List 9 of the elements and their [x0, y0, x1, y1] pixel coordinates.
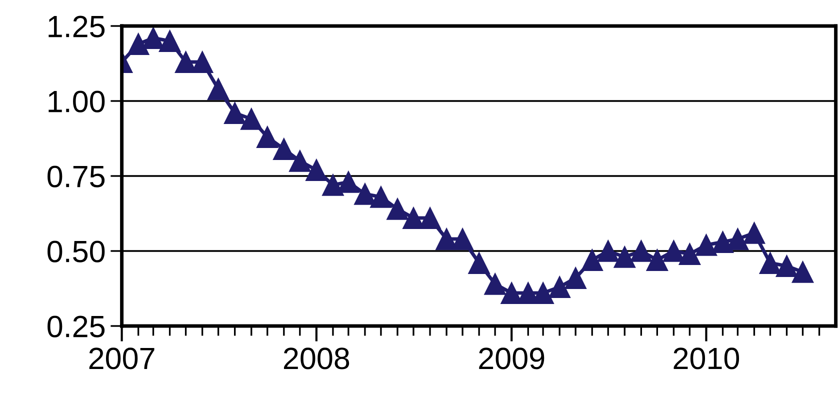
- y-tick-label: 1.00: [48, 90, 105, 112]
- x-tick-label: 2010: [674, 348, 740, 370]
- x-tick-label: 2008: [284, 348, 350, 370]
- y-tick-label: 0.50: [48, 240, 105, 262]
- y-tick-label: 0.25: [48, 316, 105, 338]
- y-tick-label: 0.75: [48, 166, 105, 188]
- x-tick-label: 2009: [479, 348, 544, 370]
- x-tick-label: 2007: [89, 348, 154, 370]
- y-tick-label: 1.25: [48, 16, 105, 38]
